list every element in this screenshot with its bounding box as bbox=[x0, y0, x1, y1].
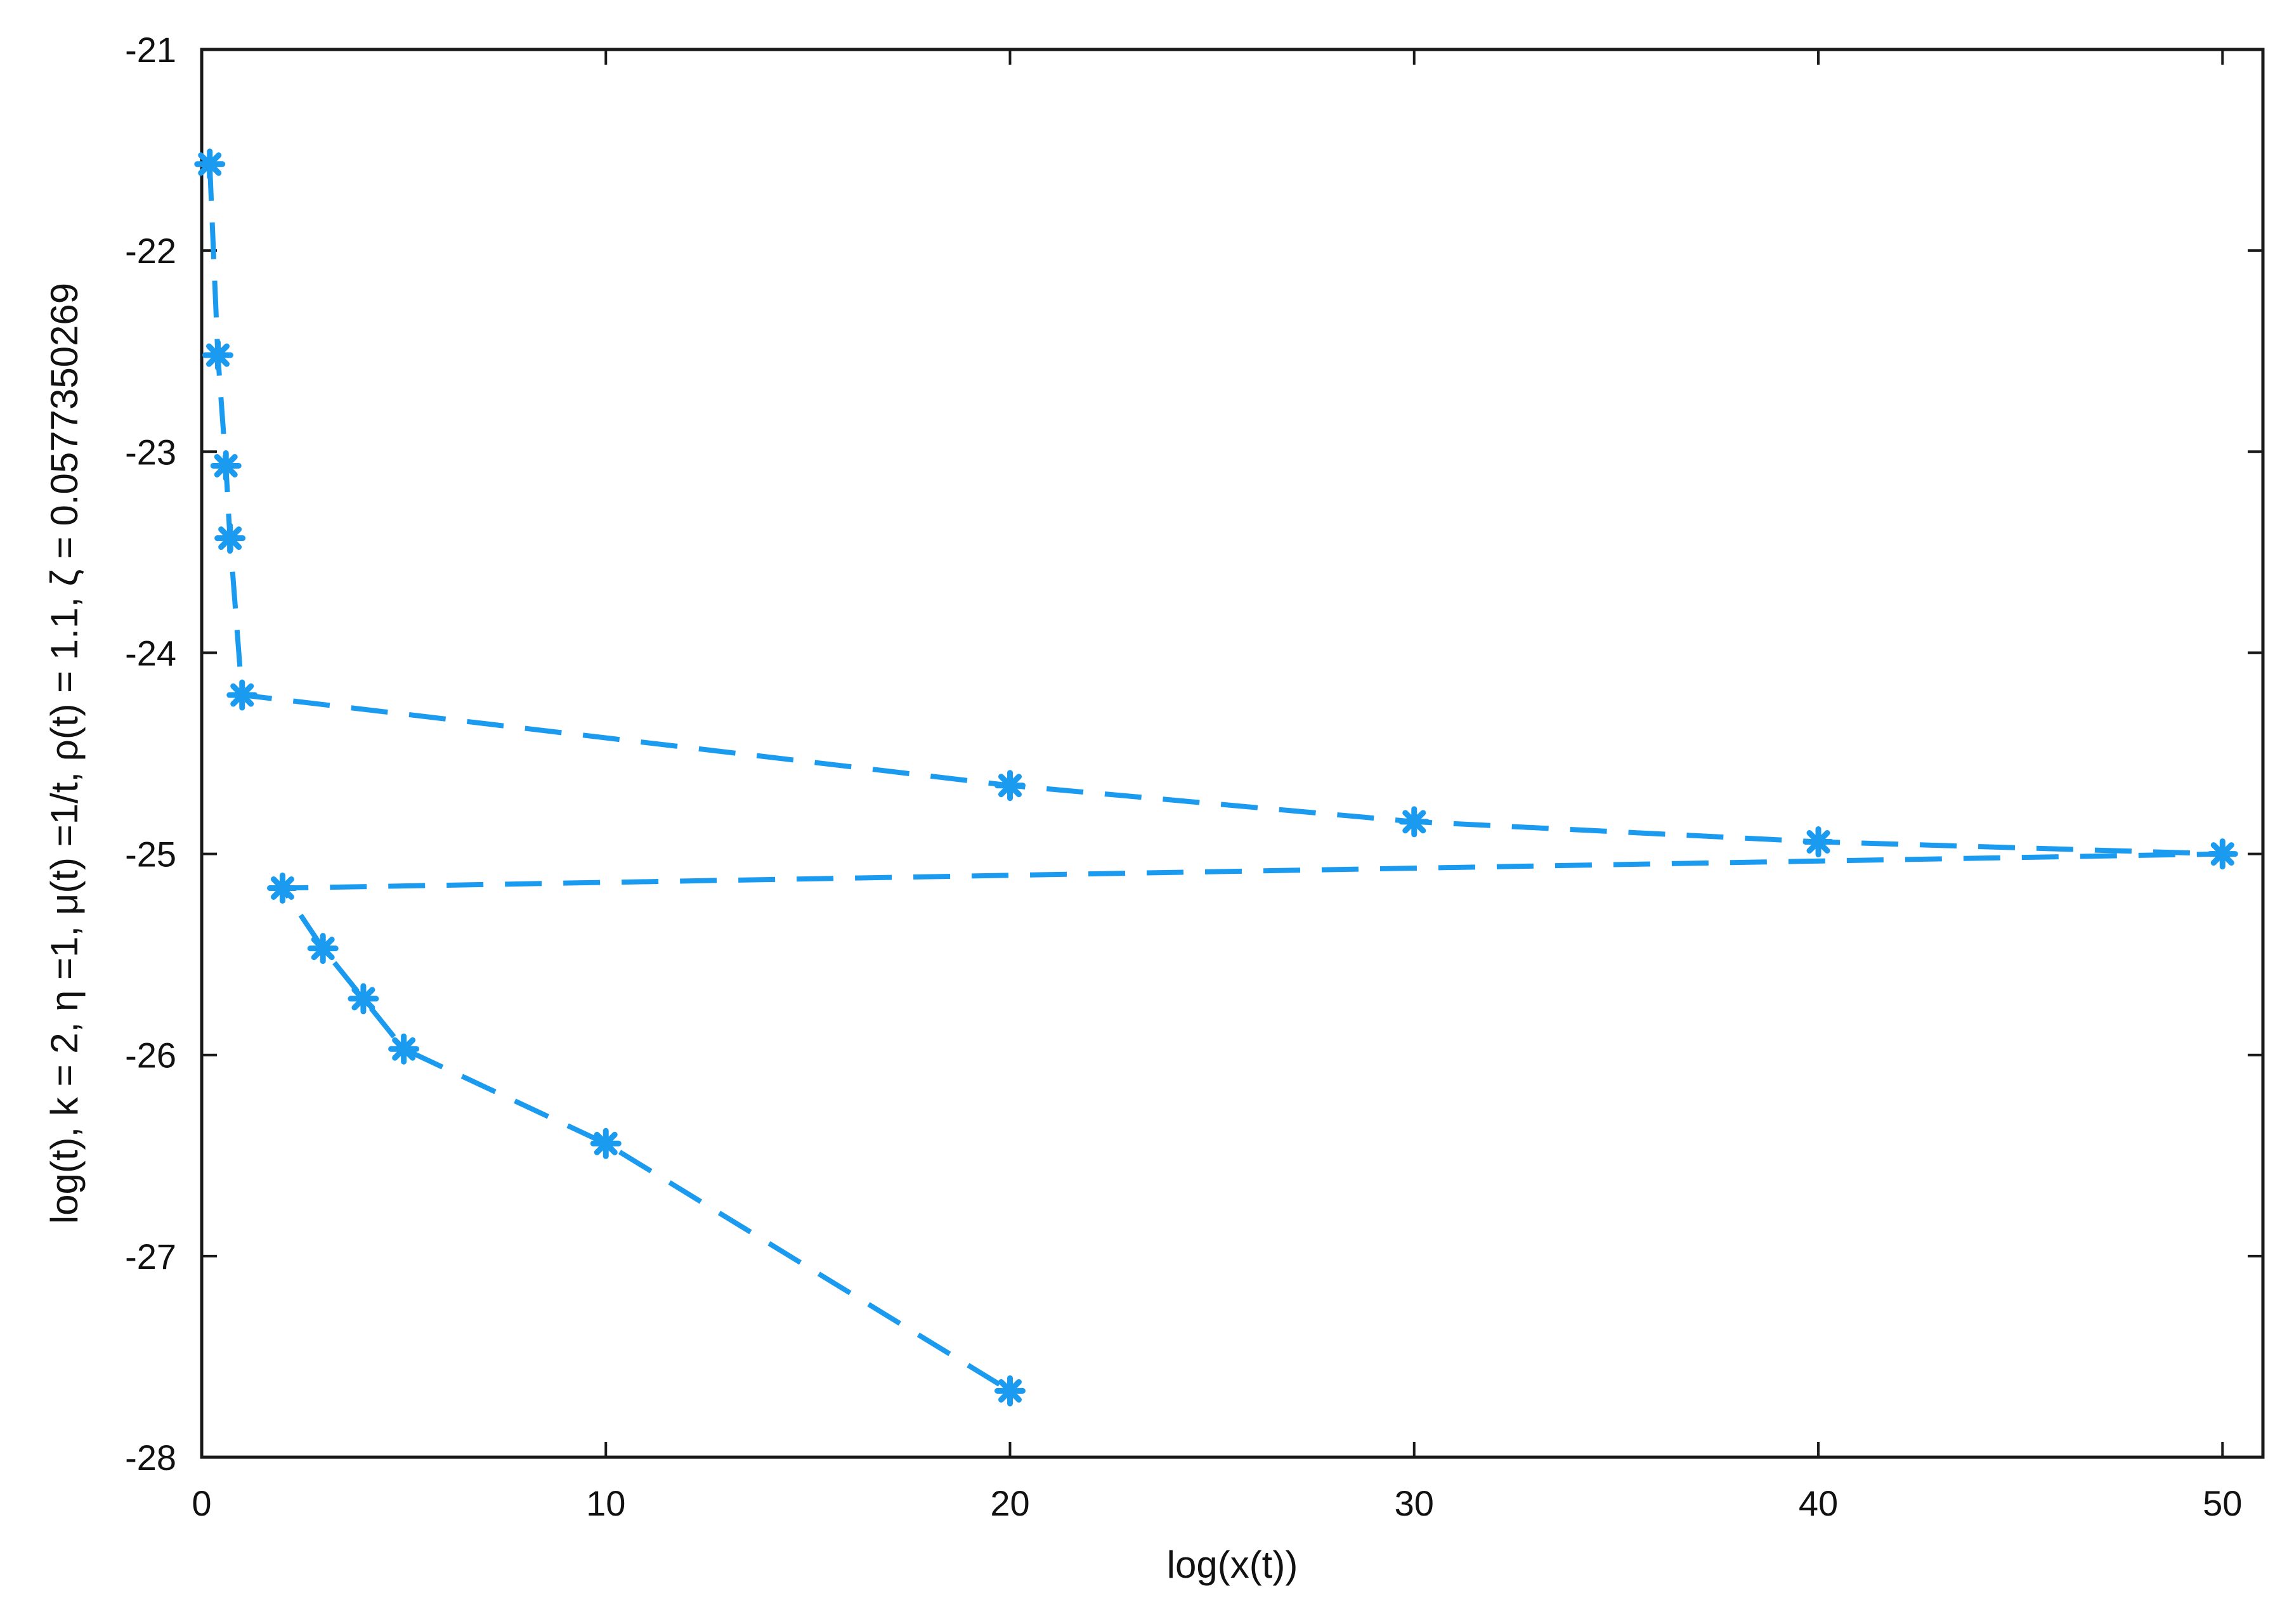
y-tick-label: -28 bbox=[125, 1438, 176, 1478]
x-tick-label: 30 bbox=[1395, 1483, 1434, 1523]
series-line bbox=[207, 164, 2223, 1393]
x-tick-label: 10 bbox=[586, 1483, 625, 1523]
data-point-marker bbox=[194, 148, 226, 180]
data-point-marker bbox=[214, 523, 246, 554]
y-tick-label: -26 bbox=[125, 1036, 176, 1075]
data-point-marker bbox=[210, 450, 242, 481]
x-tick-label: 0 bbox=[192, 1483, 211, 1523]
y-tick-label: -22 bbox=[125, 231, 176, 271]
data-point-marker bbox=[226, 679, 258, 711]
y-tick-label: -25 bbox=[125, 835, 176, 874]
plot-frame bbox=[200, 48, 2265, 1459]
data-point-marker bbox=[202, 339, 233, 371]
y-axis-title: log(t), k = 2, η =1, μ(t) =1/t, ρ(t) = 1… bbox=[43, 283, 86, 1224]
x-axis-title: log(x(t)) bbox=[1167, 1543, 1298, 1586]
data-point-marker bbox=[994, 770, 1026, 802]
y-tick-label: -24 bbox=[125, 633, 176, 673]
data-point-marker bbox=[2206, 838, 2238, 870]
data-point-marker bbox=[348, 983, 379, 1015]
data-point-marker bbox=[307, 933, 339, 965]
data-point-marker bbox=[1802, 826, 1834, 858]
data-point-marker bbox=[590, 1127, 622, 1159]
x-tick-label: 20 bbox=[990, 1483, 1029, 1523]
y-tick-label: -27 bbox=[125, 1237, 176, 1276]
y-tick-label: -21 bbox=[125, 30, 176, 70]
y-tick-label: -23 bbox=[125, 432, 176, 472]
data-point-marker bbox=[388, 1033, 420, 1065]
x-tick-label: 50 bbox=[2203, 1483, 2242, 1523]
data-point-marker bbox=[994, 1375, 1026, 1406]
markers-layer bbox=[194, 148, 2238, 1406]
data-point-marker bbox=[266, 872, 298, 904]
x-tick-label: 40 bbox=[1799, 1483, 1838, 1523]
series-layer bbox=[207, 164, 2223, 1393]
data-point-marker bbox=[1398, 806, 1430, 838]
ticks-layer: 0 10 20 30 40 50 -28 -27 -26 -25 -24 -23 -22 -21 bbox=[125, 30, 2263, 1523]
